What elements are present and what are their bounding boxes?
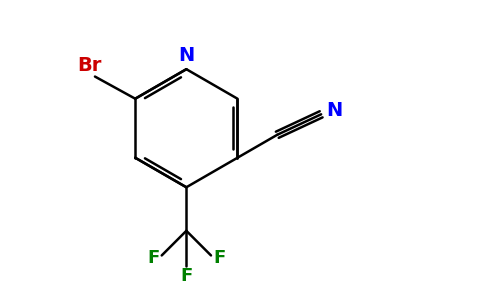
Text: F: F bbox=[213, 249, 226, 267]
Text: N: N bbox=[178, 46, 195, 65]
Text: F: F bbox=[147, 249, 159, 267]
Text: Br: Br bbox=[77, 56, 101, 75]
Text: N: N bbox=[327, 101, 343, 120]
Text: F: F bbox=[180, 267, 193, 285]
